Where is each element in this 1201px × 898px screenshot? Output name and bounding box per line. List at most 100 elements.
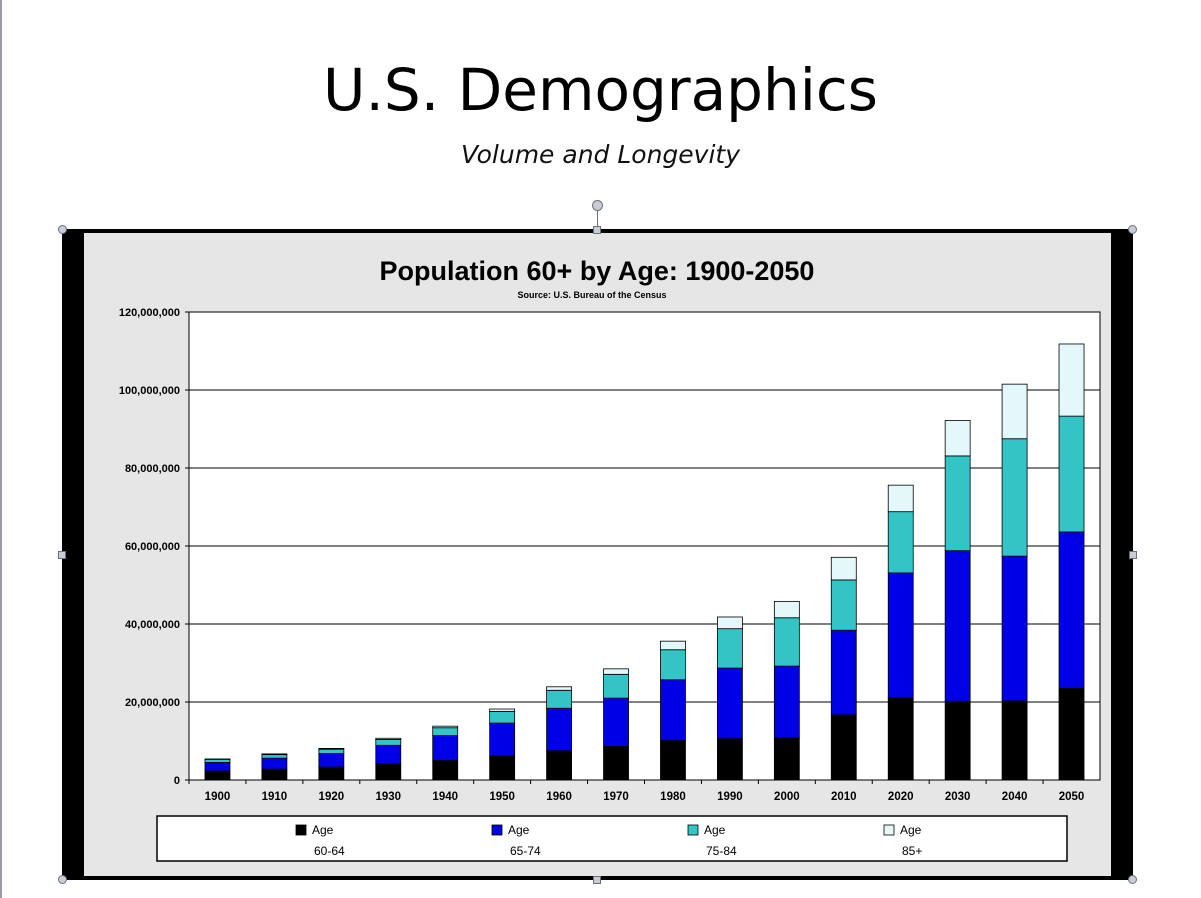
bar-segment-1930-1 — [375, 744, 402, 765]
bar-segment-2000-3 — [773, 600, 800, 619]
bar-segment-1960-2 — [546, 689, 572, 709]
bar-segment-2030-0 — [944, 700, 971, 781]
x-tick-label: 1910 — [262, 791, 288, 803]
bar-segment-1950-0 — [489, 755, 516, 781]
legend-label-line2: 60-64 — [314, 844, 345, 858]
bar-segment-1970-0 — [603, 746, 629, 781]
chart-source: Source: U.S. Bureau of the Census — [517, 290, 666, 300]
resize-handle-top-right[interactable] — [1128, 225, 1137, 234]
resize-handle-bottom-left[interactable] — [58, 875, 67, 884]
bar-segment-1980-0 — [660, 740, 686, 781]
bar-segment-1900-1 — [204, 762, 231, 772]
y-axis: 0 20,000,000 40,000,000 60,000,000 80,000,00… — [119, 307, 189, 787]
bar-segment-1950-3 — [489, 708, 516, 712]
y-tick-label: 0 — [174, 775, 180, 787]
y-tick-label: 60,000,000 — [125, 541, 180, 553]
resize-handle-right[interactable] — [1129, 551, 1137, 559]
legend-swatch-2 — [687, 824, 699, 836]
bar-segment-2020-2 — [887, 511, 914, 574]
bar-segment-1990-1 — [717, 667, 743, 740]
x-tick-label: 1960 — [546, 791, 572, 803]
legend-swatch-0 — [295, 824, 307, 836]
legend-label-line1: Age — [704, 823, 726, 837]
bar-segment-1920-2 — [318, 748, 345, 754]
bar-segment-1910-0 — [261, 768, 288, 781]
y-tick-label: 80,000,000 — [125, 463, 180, 475]
bar-segment-2000-1 — [773, 665, 800, 739]
legend-label-line1: Age — [900, 823, 922, 837]
resize-handle-bottom-right[interactable] — [1128, 875, 1137, 884]
resize-handle-top-left[interactable] — [58, 225, 67, 234]
legend-swatch-1 — [491, 824, 503, 836]
bar-segment-2010-0 — [830, 714, 857, 781]
bar-segment-2020-1 — [887, 572, 914, 699]
bar-segment-1940-2 — [432, 727, 459, 736]
bar-segment-1980-1 — [660, 679, 686, 742]
resize-handle-left[interactable] — [58, 551, 66, 559]
chart-svg: Population 60+ by Age: 1900-2050 Source:… — [119, 256, 1101, 862]
bar-segment-2040-3 — [1001, 383, 1028, 440]
legend-label-line2: 75-84 — [706, 844, 737, 858]
legend-label-line2: 85+ — [902, 844, 922, 858]
y-tick-label: 100,000,000 — [119, 385, 180, 397]
x-tick-label: 1970 — [603, 791, 629, 803]
bar-segment-1970-1 — [603, 697, 629, 747]
bar-segment-1920-3 — [318, 748, 345, 750]
bar-segment-1910-3 — [261, 753, 288, 756]
bar-segment-1920-0 — [318, 766, 345, 781]
bar-segment-1990-2 — [717, 628, 743, 669]
bar-segment-1910-1 — [261, 757, 288, 770]
bar-segment-2010-1 — [830, 629, 857, 716]
legend-label-line1: Age — [508, 823, 530, 837]
rotate-handle-stem — [597, 208, 598, 230]
bar-segment-1960-3 — [546, 686, 572, 691]
bar-segment-1950-2 — [489, 710, 516, 724]
slide-title[interactable]: U.S. Demographics — [323, 56, 878, 124]
resize-handle-bottom[interactable] — [593, 876, 601, 884]
bars — [204, 343, 1085, 781]
x-tick-label: 1940 — [432, 791, 458, 803]
rotate-handle[interactable] — [592, 200, 603, 211]
x-tick-label: 2050 — [1059, 791, 1085, 803]
x-axis: 1900 1910 1920 1930 1940 1950 1960 1970 1980 1990… — [188, 780, 1085, 803]
bar-segment-1930-2 — [375, 739, 402, 746]
bar-segment-2050-2 — [1058, 415, 1085, 533]
bar-segment-1900-2 — [204, 758, 231, 763]
bar-segment-2030-2 — [944, 455, 971, 552]
bar-segment-1940-1 — [432, 735, 459, 761]
legend-swatch-3 — [883, 824, 895, 836]
x-tick-label: 1950 — [489, 791, 515, 803]
bar-segment-2020-0 — [887, 697, 914, 781]
x-tick-label: 2000 — [774, 791, 800, 803]
resize-handle-top[interactable] — [593, 226, 601, 234]
bar-segment-2010-2 — [830, 579, 857, 631]
bar-segment-2000-0 — [773, 737, 800, 781]
bar-segment-2020-3 — [887, 484, 914, 513]
bar-segment-1990-3 — [717, 616, 743, 630]
x-tick-label: 1900 — [205, 791, 231, 803]
bar-segment-1950-1 — [489, 722, 516, 757]
bar-segment-2040-0 — [1001, 700, 1028, 781]
x-tick-label: 2020 — [888, 791, 914, 803]
bar-segment-1940-0 — [432, 760, 459, 781]
y-tick-label: 20,000,000 — [125, 697, 180, 709]
x-tick-label: 2030 — [945, 791, 971, 803]
bar-segment-2030-3 — [944, 420, 971, 457]
chart-area: Population 60+ by Age: 1900-2050 Source:… — [84, 233, 1111, 876]
slide-subtitle[interactable]: Volume and Longevity — [460, 140, 741, 169]
slide-left-edge — [0, 0, 2, 898]
x-tick-label: 2040 — [1002, 791, 1028, 803]
bar-segment-1970-3 — [603, 668, 629, 675]
bar-segment-1920-1 — [318, 753, 345, 768]
bar-segment-1980-3 — [660, 640, 686, 651]
bar-segment-2050-0 — [1058, 687, 1085, 781]
bar-segment-1960-0 — [546, 750, 572, 781]
bar-segment-1940-3 — [432, 725, 459, 729]
bar-segment-2000-2 — [773, 617, 800, 667]
x-tick-label: 1990 — [717, 791, 743, 803]
bar-segment-1960-1 — [546, 707, 572, 752]
bar-segment-2010-3 — [830, 556, 857, 581]
chart-object-frame[interactable]: Population 60+ by Age: 1900-2050 Source:… — [62, 229, 1133, 880]
bar-segment-1930-0 — [375, 763, 402, 781]
bar-segment-1980-2 — [660, 649, 686, 681]
